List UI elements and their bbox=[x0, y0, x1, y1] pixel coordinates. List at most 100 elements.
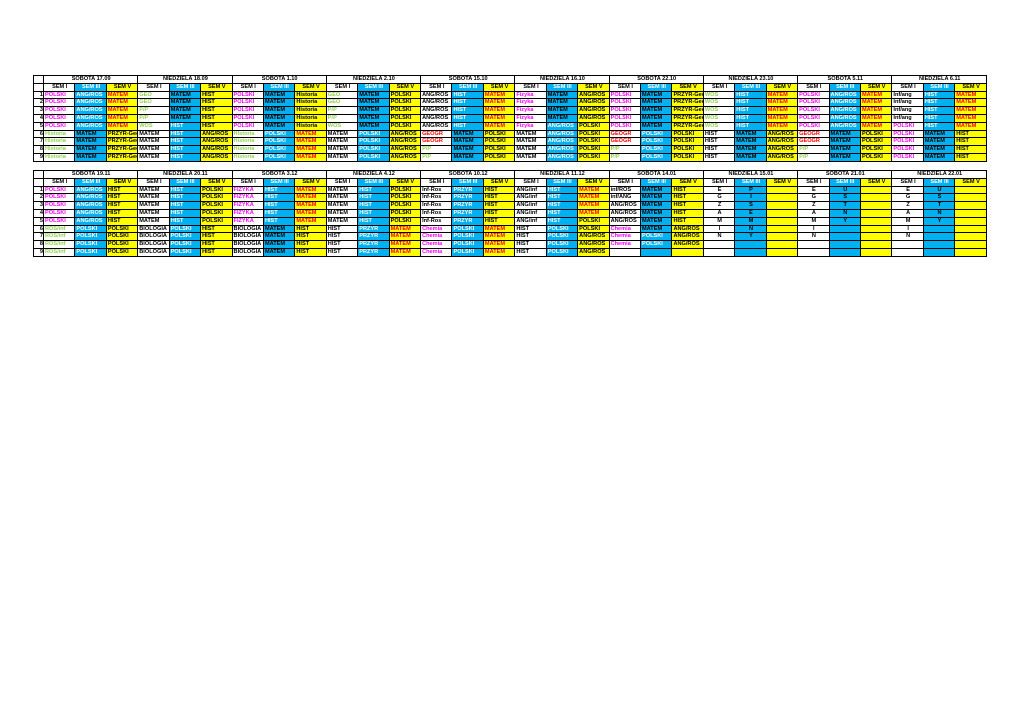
lesson-cell bbox=[828, 224, 861, 234]
lesson-cell: HIST bbox=[954, 152, 987, 162]
date-header: NIEDZIELA 22.01 bbox=[891, 170, 987, 179]
lesson-cell: N bbox=[828, 208, 861, 218]
semester-header: SEM III bbox=[74, 82, 107, 92]
semester-header: SEM V bbox=[200, 82, 233, 92]
lesson-cell: MATEM bbox=[482, 232, 516, 242]
lesson-cell: POLSKI bbox=[891, 121, 924, 131]
row-number: 8 bbox=[33, 145, 44, 154]
lesson-cell bbox=[954, 232, 987, 242]
lesson-cell: MATEM bbox=[262, 113, 296, 123]
lesson-cell: POLSKI bbox=[577, 129, 610, 139]
lesson-cell: M bbox=[891, 216, 924, 226]
lesson-cell: ANG/ROS bbox=[74, 208, 107, 218]
lesson-cell: HIST bbox=[702, 137, 736, 147]
lesson-cell: ANG/ROS bbox=[74, 193, 107, 203]
lesson-cell: MATEM bbox=[294, 201, 327, 210]
lesson-cell: MATEM bbox=[294, 185, 327, 195]
date-header: NIEDZIELA 11.12 bbox=[514, 170, 610, 179]
lesson-cell: HIST bbox=[734, 106, 767, 115]
lesson-cell: WOS bbox=[702, 121, 736, 131]
lesson-cell: S bbox=[922, 193, 956, 203]
lesson-cell: POLSKI bbox=[797, 106, 830, 115]
table-row: 3 POLSKI ANG/ROS MATEM P/P MATEM HIST POLSKI MAT… bbox=[33, 106, 987, 115]
lesson-cell: MATEM bbox=[137, 129, 170, 139]
lesson-cell: MATEM bbox=[262, 232, 296, 242]
lesson-cell bbox=[734, 240, 767, 249]
lesson-cell: MATEM bbox=[325, 129, 359, 139]
lesson-cell: MATEM bbox=[294, 137, 327, 147]
lesson-cell: GEOGR bbox=[420, 129, 453, 139]
lesson-cell: POLSKI bbox=[357, 145, 390, 154]
semester-header: SEM I bbox=[231, 177, 264, 187]
lesson-cell: PRZYR-Geo bbox=[671, 121, 704, 131]
lesson-cell: MATEM bbox=[137, 193, 170, 203]
lesson-cell bbox=[734, 247, 767, 257]
lesson-cell: HIST bbox=[954, 137, 987, 147]
semester-header: SEM I bbox=[42, 82, 76, 92]
lesson-cell: GEOGR bbox=[608, 129, 642, 139]
lesson-cell: HIST bbox=[200, 121, 233, 131]
lesson-cell: MATEM bbox=[859, 121, 893, 131]
lesson-cell: M bbox=[702, 216, 736, 226]
lesson-cell: Historia bbox=[42, 129, 76, 139]
semester-header: SEM V bbox=[671, 177, 704, 187]
lesson-cell: PRZYR bbox=[357, 247, 390, 257]
lesson-cell: POLSKI bbox=[42, 106, 76, 115]
lesson-cell: HIST bbox=[294, 247, 327, 257]
lesson-cell: HIST bbox=[200, 90, 233, 100]
lesson-cell: POLSKI bbox=[388, 113, 422, 123]
lesson-cell: PRZYR bbox=[357, 224, 390, 234]
lesson-cell: MATEM bbox=[545, 90, 579, 100]
lesson-cell: MATEM bbox=[325, 193, 359, 203]
semester-header: SEM I bbox=[702, 82, 736, 92]
semester-header: SEM I bbox=[514, 82, 547, 92]
semester-header: SEM III bbox=[168, 177, 202, 187]
lesson-cell: MATEM bbox=[262, 247, 296, 257]
lesson-cell: HIST bbox=[357, 201, 390, 210]
lesson-cell: P/P bbox=[420, 152, 453, 162]
lesson-cell: MATEM bbox=[262, 98, 296, 108]
lesson-cell: M bbox=[734, 216, 767, 226]
row-number: 4 bbox=[33, 208, 44, 218]
lesson-cell: MATEM bbox=[137, 201, 170, 210]
lesson-cell: POLSKI bbox=[105, 247, 139, 257]
lesson-cell: HIST bbox=[514, 240, 547, 249]
lesson-cell: MATEM bbox=[294, 129, 327, 139]
lesson-cell: P/P bbox=[137, 113, 170, 123]
semester-header: SEM V bbox=[954, 82, 987, 92]
lesson-cell: POLSKI bbox=[200, 208, 233, 218]
lesson-cell: PRZYR bbox=[357, 240, 390, 249]
lesson-cell: MATEM bbox=[137, 145, 170, 154]
lesson-cell: POLSKI bbox=[451, 232, 484, 242]
lesson-cell: POLSKI bbox=[451, 240, 484, 249]
lesson-cell: P/P bbox=[420, 145, 453, 154]
lesson-cell bbox=[922, 224, 956, 234]
lesson-cell: ANG/ROS bbox=[577, 106, 610, 115]
lesson-cell: MATEM bbox=[922, 137, 956, 147]
lesson-cell: ANG/ROS bbox=[765, 129, 799, 139]
table-row: 3 POLSKI ANG/ROS HIST MATEM HIST POLSKI FIZYKA H… bbox=[33, 201, 987, 210]
semester-header: SEM V bbox=[294, 177, 327, 187]
lesson-cell: ANG/ROS bbox=[545, 137, 579, 147]
semester-header: SEM I bbox=[137, 177, 170, 187]
lesson-cell: MATEM bbox=[545, 113, 579, 123]
lesson-cell: MATEM bbox=[640, 185, 673, 195]
lesson-cell: MATEM bbox=[734, 129, 767, 139]
table-row: 4 POLSKI ANG/ROS MATEM P/P MATEM HIST POLSKI MAT… bbox=[33, 113, 987, 123]
lesson-cell: MATEM bbox=[640, 113, 673, 123]
lesson-cell: POLSKI bbox=[545, 224, 579, 234]
lesson-cell: POLSKI bbox=[640, 232, 673, 242]
lesson-cell bbox=[671, 247, 704, 257]
semester-header: SEM V bbox=[577, 82, 610, 92]
lesson-cell bbox=[765, 247, 799, 257]
lesson-cell: POLSKI bbox=[671, 129, 704, 139]
lesson-cell: MATEM bbox=[640, 201, 673, 210]
semester-header: SEM I bbox=[891, 82, 924, 92]
lesson-cell: MATEM bbox=[482, 224, 516, 234]
lesson-cell: HIST bbox=[168, 216, 202, 226]
lesson-cell: Inf-Ros bbox=[420, 216, 453, 226]
lesson-cell: POLSKI bbox=[608, 98, 642, 108]
lesson-cell: ANG/ROS bbox=[577, 247, 610, 257]
lesson-cell: ANG/ROS bbox=[200, 152, 233, 162]
date-header: SOBOTA 21.01 bbox=[797, 170, 893, 179]
